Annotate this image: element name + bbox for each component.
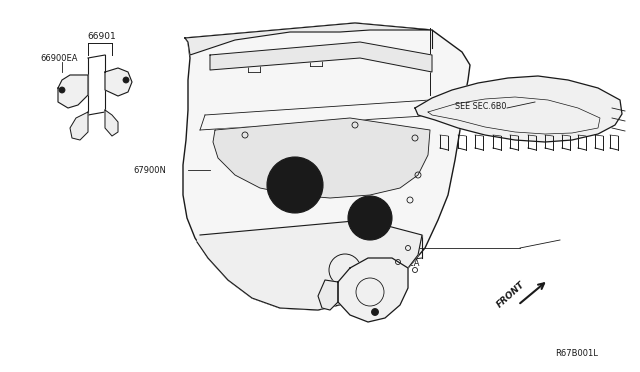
Text: SEE SEC.6B0: SEE SEC.6B0 <box>455 102 506 110</box>
Polygon shape <box>105 110 118 136</box>
Polygon shape <box>318 280 338 310</box>
Circle shape <box>267 157 323 213</box>
Polygon shape <box>197 220 422 310</box>
Circle shape <box>371 308 378 315</box>
Text: 67900N: 67900N <box>133 166 166 174</box>
Text: R67B001L: R67B001L <box>555 349 598 357</box>
Circle shape <box>275 165 315 205</box>
Circle shape <box>348 196 392 240</box>
Polygon shape <box>70 112 88 140</box>
Text: 66900EA: 66900EA <box>382 260 419 269</box>
Text: 66900EA: 66900EA <box>40 54 77 62</box>
Polygon shape <box>415 76 622 142</box>
Text: FRONT: FRONT <box>495 280 527 310</box>
Circle shape <box>59 87 65 93</box>
Polygon shape <box>213 118 430 198</box>
Circle shape <box>123 77 129 83</box>
Circle shape <box>356 204 384 232</box>
Polygon shape <box>183 23 470 310</box>
Text: 66900: 66900 <box>370 240 399 248</box>
Polygon shape <box>185 23 432 55</box>
Polygon shape <box>210 42 432 72</box>
Text: 66901: 66901 <box>87 32 116 41</box>
Polygon shape <box>105 68 132 96</box>
Polygon shape <box>58 75 88 108</box>
Polygon shape <box>338 258 408 322</box>
